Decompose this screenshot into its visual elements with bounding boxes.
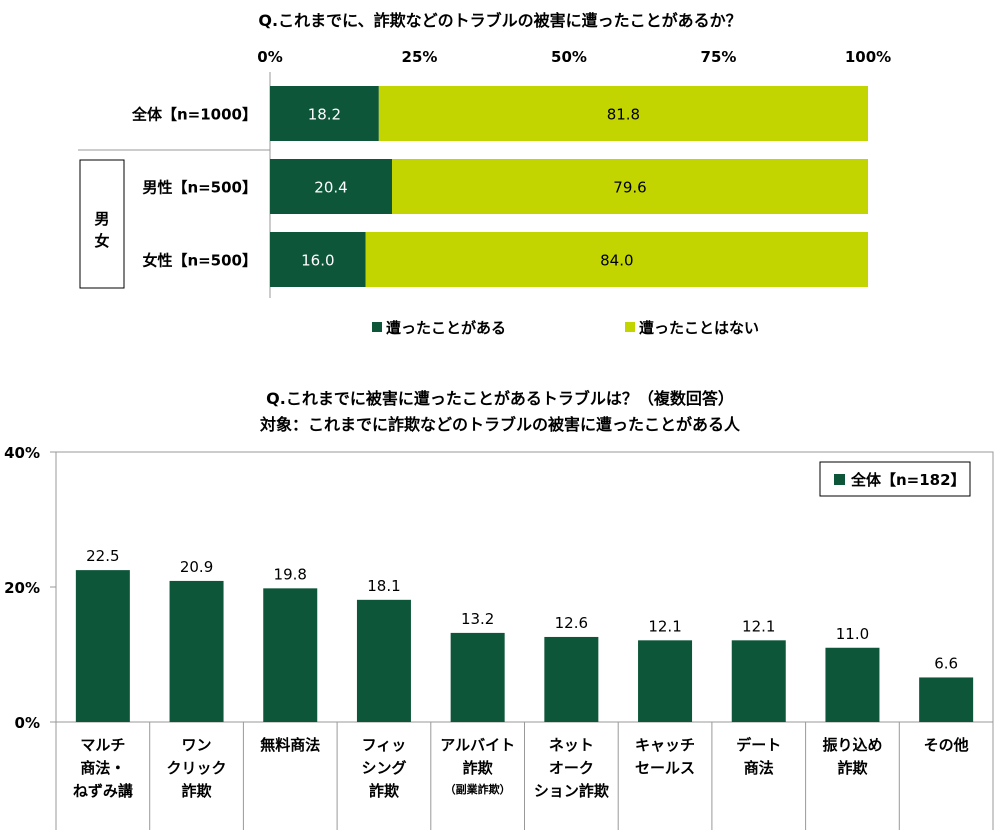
- chart2-data-label: 12.1: [742, 617, 775, 635]
- chart2-category-label: ション詐欺: [534, 782, 609, 800]
- chart2-category-label: 詐欺: [182, 782, 212, 800]
- gender-group-box: [79, 159, 125, 289]
- chart2-data-label: 18.1: [367, 577, 400, 595]
- chart1-x-tick: 50%: [551, 48, 587, 66]
- chart2-bar: [356, 599, 411, 722]
- chart2-title: Q.これまでに被害に遭ったことがあるトラブルは？（複数回答）: [266, 389, 734, 408]
- chart1-x-tick: 100%: [845, 48, 891, 66]
- chart2-category-label: その他: [924, 736, 969, 754]
- chart2-category-label: 振り込め: [822, 736, 882, 754]
- chart2-category-label: クリック: [167, 759, 227, 777]
- chart1-bar-segment: [378, 86, 868, 141]
- chart2-category-label: フィッ: [362, 736, 407, 754]
- chart1-bar-segment: [365, 232, 868, 287]
- chart2-data-label: 11.0: [836, 625, 869, 643]
- chart2-category-label: ねずみ講: [73, 782, 133, 800]
- chart1-bar-segment: [270, 86, 379, 141]
- chart1-bar-segment: [270, 159, 392, 214]
- chart1-row-label: 女性【n=500】: [142, 252, 257, 270]
- chart1-legend-label: 遭ったことはない: [639, 319, 759, 337]
- chart1-row-label: 全体【n=1000】: [131, 106, 257, 124]
- chart1-bar-segment: [391, 159, 868, 214]
- chart2-subtitle: 対象：これまでに詐欺などのトラブルの被害に遭ったことがある人: [259, 415, 741, 434]
- chart2-data-label: 12.6: [555, 614, 588, 632]
- chart2-category-label: 詐欺: [369, 782, 399, 800]
- chart1-data-label: 81.8: [607, 106, 640, 124]
- chart2-category-label: 無料商法: [260, 736, 320, 754]
- chart1-legend-swatch: [625, 322, 635, 332]
- chart2-data-label: 13.2: [461, 610, 494, 628]
- chart2-data-label: 20.9: [180, 558, 213, 576]
- chart2-category-label: ワン: [182, 736, 212, 754]
- chart2-category-label: 商法: [744, 759, 774, 777]
- chart1-data-label: 18.2: [308, 106, 341, 124]
- chart2-data-label: 12.1: [648, 617, 681, 635]
- chart2-legend-swatch: [834, 474, 845, 485]
- chart1-legend-swatch: [372, 322, 382, 332]
- chart1-data-label: 84.0: [600, 252, 633, 270]
- chart1-x-tick: 25%: [402, 48, 438, 66]
- chart1-bar-segment: [270, 232, 366, 287]
- chart1-data-label: 16.0: [301, 252, 334, 270]
- chart2-y-tick: 0%: [15, 714, 40, 732]
- chart2-bar: [731, 640, 786, 722]
- chart2-category-label: 詐欺: [463, 759, 493, 777]
- chart2-legend-label: 全体【n=182】: [850, 471, 966, 489]
- chart2-data-label: 19.8: [274, 565, 307, 583]
- chart2-y-tick: 20%: [4, 579, 40, 597]
- chart1-x-tick: 75%: [701, 48, 737, 66]
- chart1-legend-label: 遭ったことがある: [386, 319, 506, 337]
- chart2-category-label: シング: [361, 759, 406, 777]
- chart2-category-label: アルバイト: [440, 736, 515, 754]
- chart2-y-ticks: 40% 20% 0%: [4, 444, 56, 732]
- chart2-bar: [75, 570, 130, 722]
- chart2-bar: [638, 640, 693, 722]
- chart2-bar: [825, 647, 880, 722]
- chart2-bar: [450, 632, 505, 722]
- chart1-x-ticks: 0% 25% 50% 75% 100%: [257, 48, 891, 66]
- chart2-bar: [169, 580, 224, 722]
- chart2-bar: [263, 588, 318, 722]
- chart2-y-tick: 40%: [4, 444, 40, 462]
- chart1: Q.これまでに、詐欺などのトラブルの被害に遭ったことがあるか？ 0% 25% 50%…: [78, 11, 891, 337]
- chart2-category-label: 詐欺: [837, 759, 867, 777]
- chart2-bar: [544, 636, 599, 722]
- chart2-data-label: 22.5: [86, 547, 119, 565]
- chart1-data-label: 20.4: [314, 179, 347, 197]
- gender-group-label: 男女: [94, 210, 109, 250]
- chart2-category-label: セールス: [635, 759, 695, 777]
- chart2-category-note: （副業詐欺）: [445, 782, 511, 796]
- chart2-category-label: マルチ: [80, 736, 125, 754]
- chart2: Q.これまでに被害に遭ったことがあるトラブルは？（複数回答） 対象：これまでに詐…: [4, 389, 994, 830]
- chart1-legend: 遭ったことがある 遭ったことはない: [372, 319, 759, 337]
- chart2-bar: [919, 677, 974, 722]
- chart2-bars: 22.5 20.9 19.8 18.1 13.2 12.6 12.1 12.1 11.0 6.6: [75, 547, 974, 722]
- chart1-data-label: 79.6: [613, 179, 646, 197]
- chart1-rows: 全体【n=1000】 18.2 81.8 男性【n=500】 20.4 79.6 女性【n=…: [131, 86, 868, 287]
- chart2-category-label: ネット: [549, 736, 594, 754]
- chart1-x-tick: 0%: [257, 48, 282, 66]
- chart1-title: Q.これまでに、詐欺などのトラブルの被害に遭ったことがあるか？: [258, 11, 741, 30]
- chart2-category-label: オーク: [549, 759, 594, 777]
- chart2-category-label: キャッチ: [635, 736, 695, 754]
- chart2-category-label: 商法・: [80, 759, 125, 777]
- chart2-data-label: 6.6: [934, 654, 958, 672]
- chart2-category-label: デート: [736, 736, 781, 754]
- chart1-row-label: 男性【n=500】: [142, 179, 257, 197]
